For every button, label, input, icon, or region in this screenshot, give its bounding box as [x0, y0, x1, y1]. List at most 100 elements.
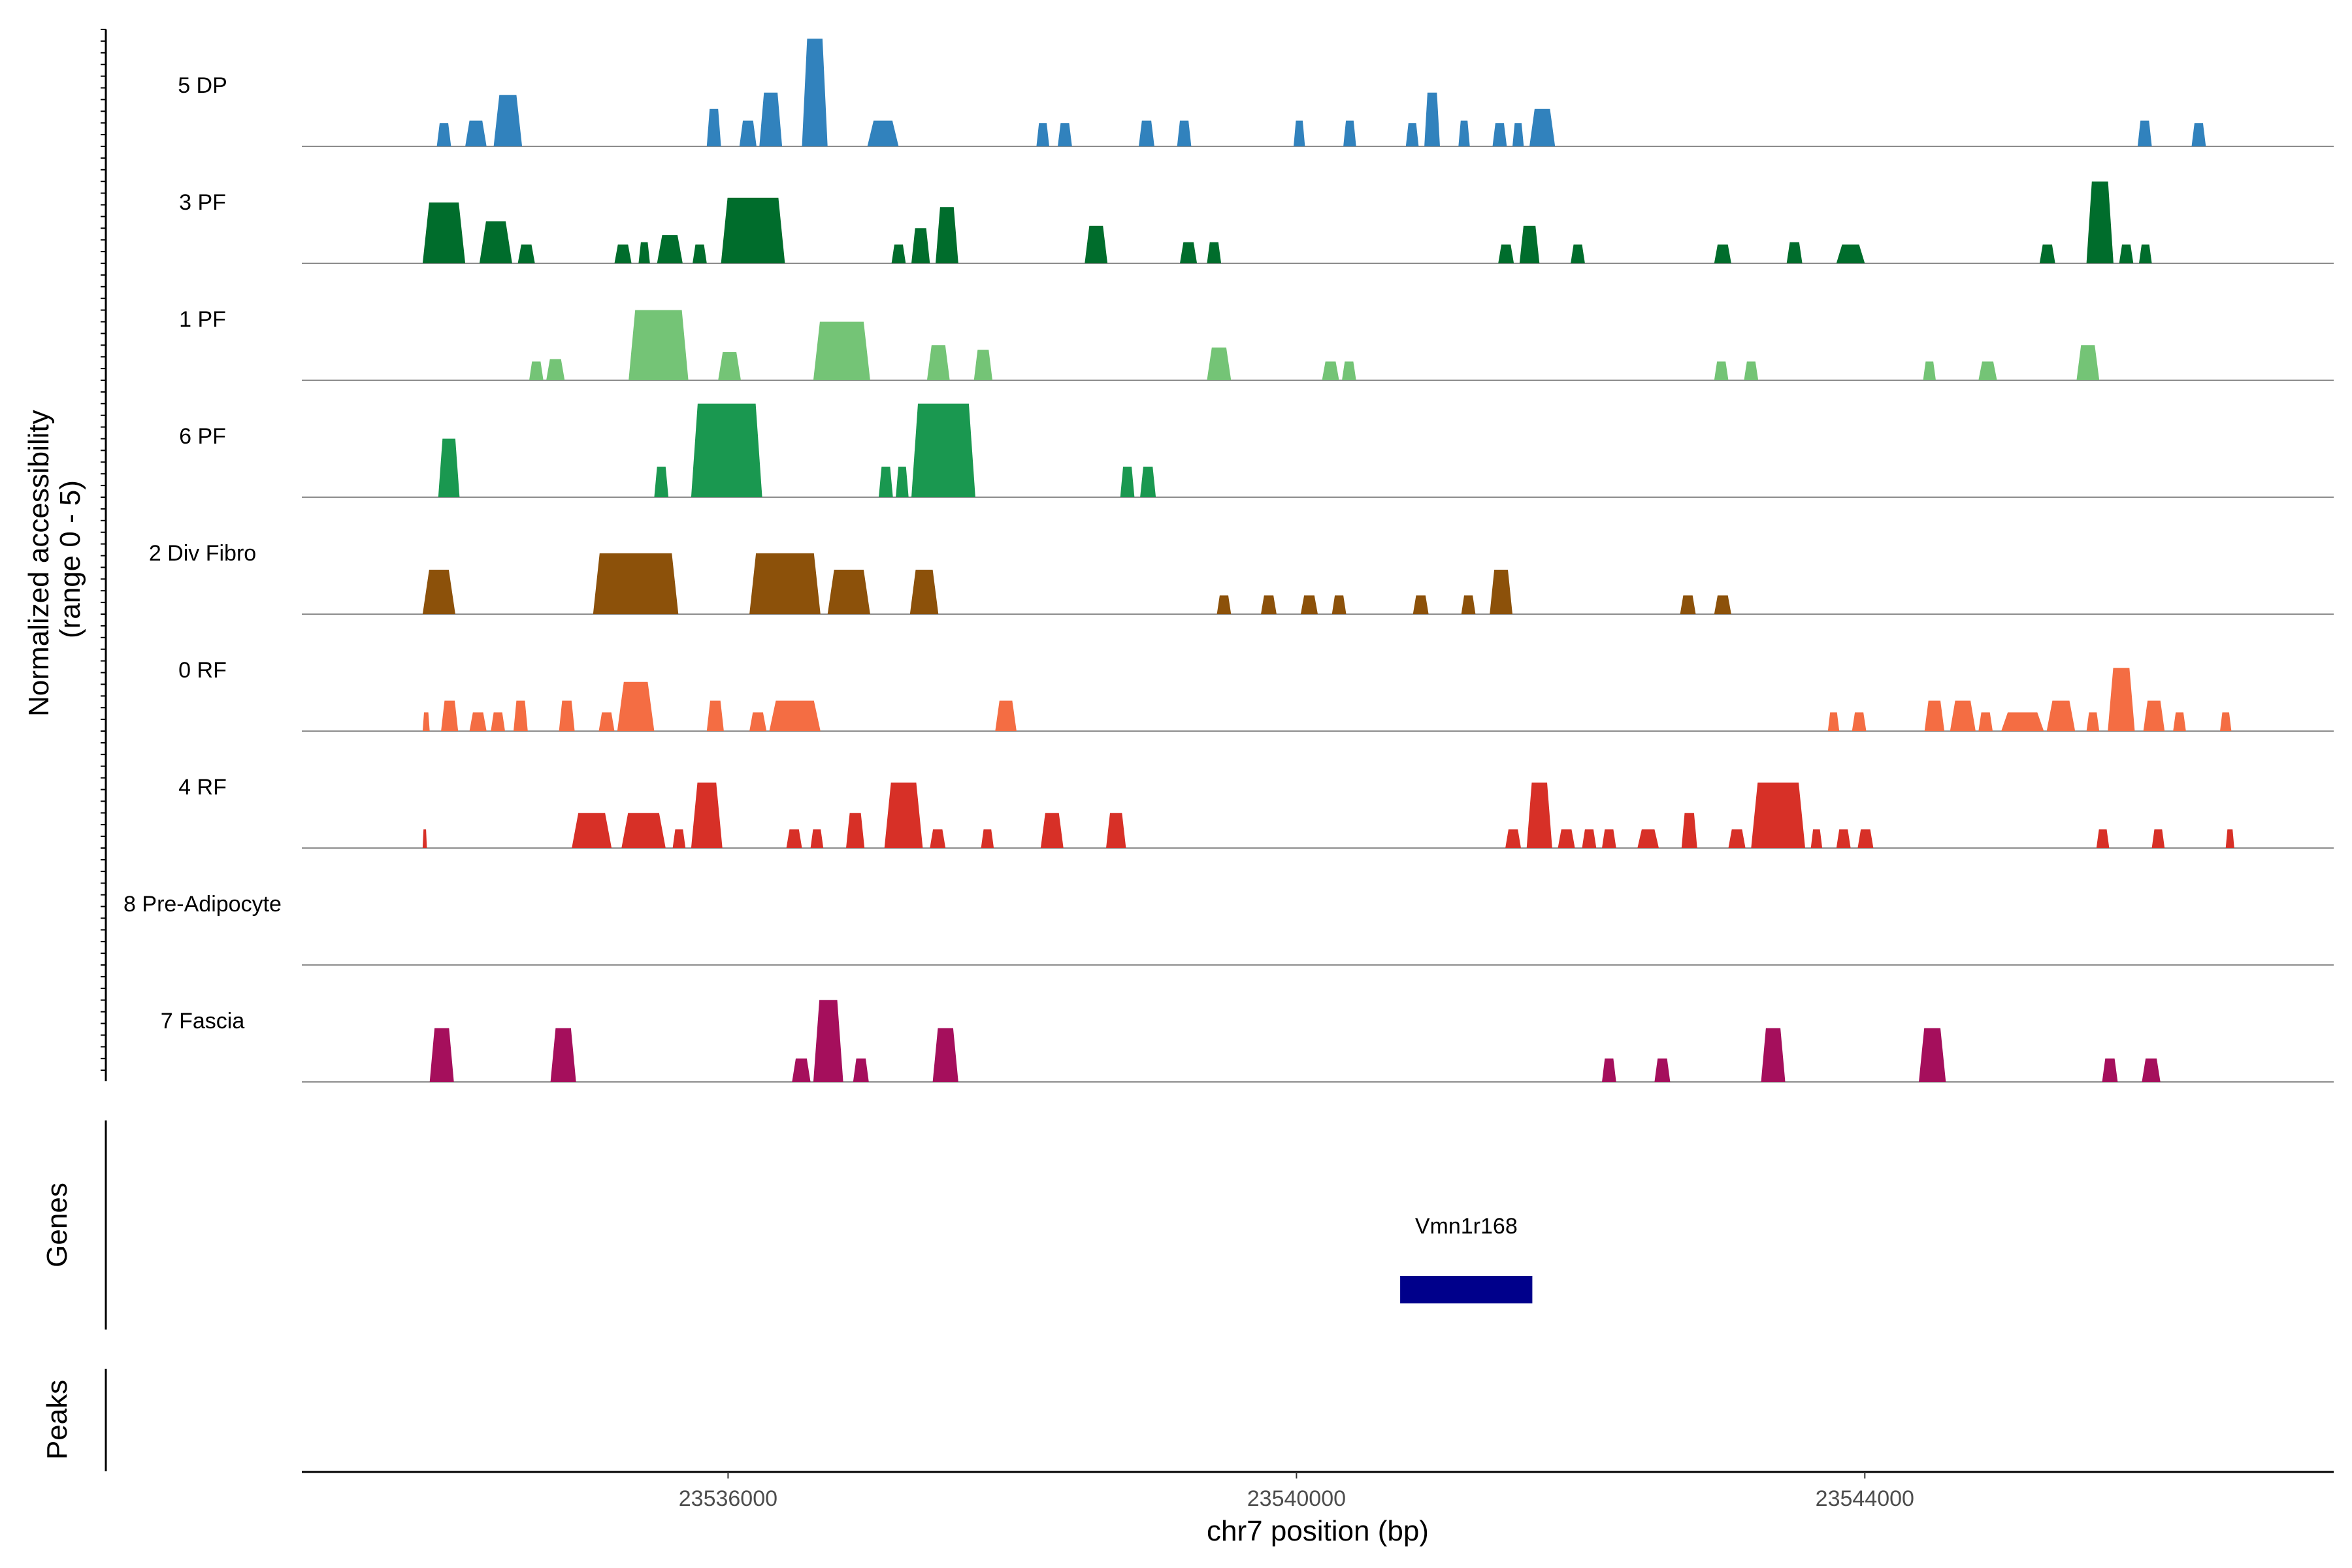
coverage-peak	[1923, 361, 1936, 380]
coverage-peak	[706, 700, 724, 731]
coverage-peak	[1526, 782, 1552, 848]
coverage-peak	[1490, 570, 1512, 614]
coverage-peak	[1177, 120, 1192, 146]
coverage-peak	[491, 712, 505, 731]
coverage-peak	[1836, 829, 1851, 848]
coverage-peak	[2139, 244, 2152, 263]
gene-label: Vmn1r168	[1415, 1214, 1518, 1239]
coverage-peak	[1571, 244, 1585, 263]
coverage-peak	[1919, 1028, 1946, 1082]
coverage-peak	[1654, 1058, 1671, 1082]
x-axis-title: chr7 position (bp)	[1207, 1515, 1429, 1547]
coverage-peak	[1786, 242, 1803, 263]
coverage-peak	[429, 1028, 454, 1082]
coverage-peak	[1978, 361, 1997, 380]
track-2-div-fibro: 2 Div Fibro	[149, 541, 2334, 615]
coverage-peak	[896, 466, 909, 497]
coverage-peak	[1505, 829, 1521, 848]
coverage-peak	[638, 242, 650, 263]
coverage-peak	[827, 570, 870, 614]
coverage-peak	[1300, 595, 1318, 614]
coverage-peak	[617, 681, 655, 731]
coverage-peak	[2096, 829, 2110, 848]
coverage-peak	[1602, 829, 1616, 848]
coverage-peak	[1827, 712, 1840, 731]
coverage-peak	[1058, 123, 1072, 146]
coverage-peak	[1744, 361, 1759, 380]
peaks-panel-label: Peaks	[41, 1380, 73, 1460]
coverage-peak	[930, 829, 946, 848]
coverage-peak	[514, 700, 528, 731]
coverage-peak	[1140, 466, 1156, 497]
x-axis-ticks: 23536000 23540000 23544000	[679, 1472, 1914, 1511]
coverage-peak	[1637, 829, 1659, 848]
coverage-peak	[1343, 120, 1356, 146]
coverage-peak	[1810, 829, 1823, 848]
coverage-peak	[1461, 595, 1476, 614]
coverage-peak	[786, 829, 802, 848]
coverage-peak	[2108, 668, 2135, 731]
coverage-peak	[621, 813, 666, 848]
coverage-peak	[593, 553, 679, 614]
coverage-peak	[1261, 595, 1277, 614]
coverage-peak	[1139, 120, 1154, 146]
track-3-pf: 3 PF	[179, 181, 2334, 264]
coverage-peak	[891, 244, 906, 263]
coverage-peak	[2086, 712, 2100, 731]
coverage-peak	[436, 123, 451, 146]
coverage-peak	[909, 570, 939, 614]
coverage-peak	[911, 403, 975, 497]
track-label: 2 Div Fibro	[149, 541, 256, 566]
coverage-peak	[465, 120, 487, 146]
coverage-peak	[2220, 712, 2232, 731]
coverage-peak	[749, 553, 821, 614]
coverage-peak	[1217, 595, 1232, 614]
genes-panel-label: Genes	[41, 1183, 73, 1267]
track-label: 7 Fascia	[161, 1009, 245, 1034]
coverage-peak	[867, 120, 899, 146]
coverage-peak	[1714, 361, 1729, 380]
track-8-pre-adipocyte: 8 Pre-Adipocyte	[123, 892, 2334, 966]
coverage-peak	[2039, 244, 2055, 263]
coverage-peak	[422, 712, 430, 731]
coverage-peak	[1085, 225, 1108, 263]
coverage-peak	[2151, 829, 2165, 848]
coverage-peak	[1852, 712, 1867, 731]
coverage-peak	[2046, 700, 2076, 731]
coverage-peak	[438, 438, 460, 497]
coverage-peak	[422, 829, 427, 848]
coverage-peak	[1120, 466, 1135, 497]
coverage-peak	[884, 782, 923, 848]
track-label: 1 PF	[179, 307, 226, 332]
coverage-peak	[1413, 595, 1429, 614]
coverage-peak	[1207, 242, 1222, 263]
coverage-peak	[479, 221, 512, 263]
coverage-peak	[718, 352, 741, 380]
coverage-peak	[995, 700, 1017, 731]
coverage-peak	[1857, 829, 1874, 848]
coverage-peak	[1680, 595, 1696, 614]
coverage-peak	[1424, 92, 1440, 146]
coverage-peak	[629, 310, 689, 380]
coverage-peak	[813, 321, 870, 380]
track-1-pf: 1 PF	[179, 307, 2334, 381]
coverage-peak	[1040, 813, 1064, 848]
coverage-peak	[1681, 813, 1697, 848]
coverage-peak	[932, 1028, 958, 1082]
coverage-peak	[2102, 1058, 2118, 1082]
gene-annotations: Vmn1r168	[1400, 1214, 1533, 1303]
coverage-peak	[2119, 244, 2134, 263]
track-label: 0 RF	[178, 658, 227, 683]
track-label: 5 DP	[178, 73, 227, 98]
coverage-peak	[706, 108, 721, 146]
coverage-peak	[1512, 123, 1524, 146]
coverage-peak	[1924, 700, 1945, 731]
coverage-peak	[546, 359, 565, 380]
coverage-peak	[1761, 1028, 1786, 1082]
coverage-peak	[657, 235, 683, 263]
track-label: 6 PF	[179, 424, 226, 449]
coverage-peak	[2086, 181, 2114, 263]
coverage-peak	[1728, 829, 1746, 848]
coverage-peak	[846, 813, 865, 848]
x-tick-label: 23536000	[679, 1486, 777, 1511]
